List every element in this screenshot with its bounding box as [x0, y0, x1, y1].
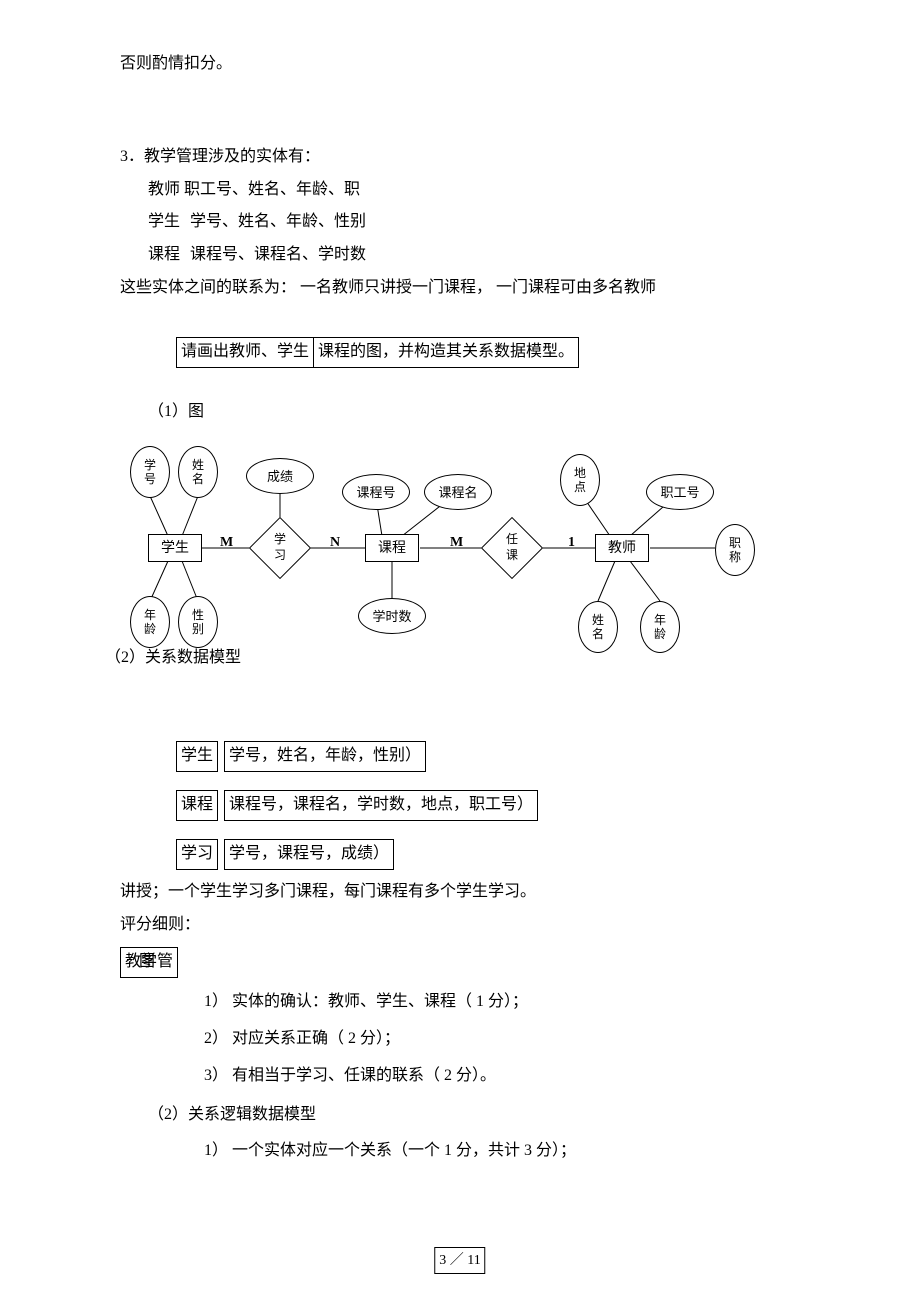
model-course-name: 课程 — [176, 790, 218, 821]
entity-kecheng: 课程 — [365, 534, 419, 562]
model-course-fields: 课程号，课程名，学时数，地点，职工号） — [224, 790, 538, 821]
attr-didian: 地点 — [560, 454, 600, 506]
q3-teacher: 教师 职工号、姓名、年龄、职 — [120, 176, 800, 205]
top-text: 否则酌情扣分。 — [120, 50, 800, 79]
scoring-4: 1） 一个实体对应一个关系（一个 1 分，共计 3 分）； — [120, 1137, 800, 1166]
q3-student-row: 学生 学号、姓名、年龄、性别 — [120, 208, 800, 237]
model-student-name: 学生 — [176, 741, 218, 772]
part2b-label: （2）关系逻辑数据模型 — [120, 1101, 800, 1130]
attr-nianling1: 年龄 — [130, 596, 170, 648]
scoring-2: 2） 对应关系正确（ 2 分）； — [120, 1025, 800, 1054]
q3-lead: 3．教学管理涉及的实体有： — [120, 143, 800, 172]
q3-course-label: 课程 — [148, 246, 180, 263]
tu-overlay: 图 — [139, 948, 155, 977]
model-study-fields: 学号，课程号，成绩） — [224, 839, 394, 870]
model-student-fields: 学号，姓名，年龄，性别） — [224, 741, 426, 772]
attr-xingming: 姓名 — [178, 446, 218, 498]
model-study-name: 学习 — [176, 839, 218, 870]
entity-xuesheng: 学生 — [148, 534, 202, 562]
attr-xingming2: 姓名 — [578, 601, 618, 653]
q3-student-label: 学生 — [148, 213, 180, 230]
part1-label: （1）图 — [120, 398, 800, 427]
q3-course-row: 课程 课程号、课程名、学时数 — [120, 241, 800, 270]
card-1: 1 — [568, 530, 575, 555]
teach-line: 讲授；一个学生学习多门课程，每门课程有多个学生学习。 — [120, 878, 800, 907]
page-footer: 3 ／ 11 — [434, 1246, 485, 1275]
rel-renke-label: 任课 — [490, 532, 534, 563]
rel-xuexi-label: 学习 — [258, 532, 302, 563]
entity-jiaoshi: 教师 — [595, 534, 649, 562]
card-m2: M — [450, 530, 463, 555]
scoring-1: 1） 实体的确认：教师、学生、课程（ 1 分）； — [120, 988, 800, 1017]
card-m1: M — [220, 530, 233, 555]
attr-xuehao: 学号 — [130, 446, 170, 498]
part2-label: （2）关系数据模型 — [105, 644, 241, 673]
er-diagram: 学号 姓名 成绩 课程号 课程名 地点 职工号 学生 学习 课程 任课 教师 职… — [120, 436, 820, 666]
q3-rel: 这些实体之间的联系为： 一名教师只讲授一门课程， 一门课程可由多名教师 — [120, 274, 800, 303]
model-study: 学习 学号，课程号，成绩） — [176, 839, 800, 870]
attr-nianling2: 年龄 — [640, 601, 680, 653]
attr-xingbie: 性别 — [178, 596, 218, 648]
scoring-label: 评分细则： — [120, 911, 800, 940]
model-course: 课程 课程号，课程名，学时数，地点，职工号） — [176, 790, 800, 821]
q3-student-attrs: 学号、姓名、年龄、性别 — [190, 213, 366, 230]
question-text-b: 课程的图，并构造其关系数据模型。 — [313, 337, 579, 368]
page-number: 3 ／ 11 — [434, 1247, 485, 1274]
scoring-3: 3） 有相当于学习、任课的联系（ 2 分）。 — [120, 1062, 800, 1091]
jiaoxueguan-box: 教学管 图 — [120, 947, 178, 978]
question-box: 请画出教师、学生课程的图，并构造其关系数据模型。 — [176, 337, 579, 368]
q3-course-attrs: 课程号、课程名、学时数 — [190, 246, 366, 263]
model-student: 学生 学号，姓名，年龄，性别） — [176, 741, 800, 772]
card-n: N — [330, 530, 340, 555]
attr-zhicheng: 职称 — [715, 524, 755, 576]
question-text-a: 请画出教师、学生 — [176, 337, 314, 368]
